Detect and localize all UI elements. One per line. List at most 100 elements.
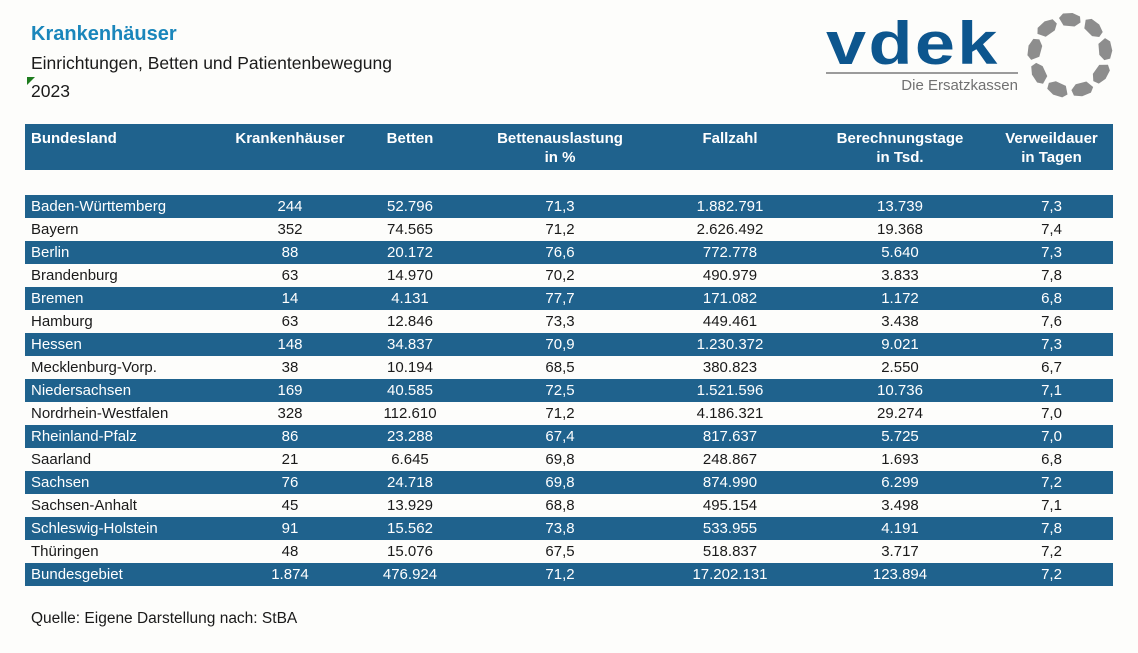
row-value: 24.718 — [387, 474, 433, 491]
row-value: 817.637 — [702, 428, 758, 445]
row-value: 7,1 — [1041, 497, 1062, 514]
row-value: 77,7 — [545, 290, 575, 307]
row-value: 29.274 — [877, 405, 923, 422]
row-label: Hessen — [31, 336, 82, 353]
row-value: 71,2 — [545, 221, 575, 238]
table-row: Hamburg 63 12.846 73,3 449.461 3.438 7,6 — [25, 310, 1113, 333]
row-label: Mecklenburg-Vorp. — [31, 359, 157, 376]
row-value: 244 — [277, 198, 303, 215]
column-header: Berechnungstage in Tsd. — [836, 130, 964, 166]
row-value: 71,3 — [545, 198, 575, 215]
column-header: Fallzahl — [702, 130, 758, 147]
row-value: 52.796 — [387, 198, 433, 215]
table-row: Hessen 148 34.837 70,9 1.230.372 9.021 7,3 — [25, 333, 1113, 356]
row-label: Saarland — [31, 451, 92, 468]
row-label: Nordrhein-Westfalen — [31, 405, 169, 422]
row-value: 76,6 — [545, 244, 575, 261]
row-value: 68,5 — [545, 359, 575, 376]
table-row: Niedersachsen 169 40.585 72,5 1.521.596 10.73… — [25, 379, 1113, 402]
vdek-logo-text: vdek Die Ersatzkassen — [826, 8, 1018, 94]
row-value: 71,2 — [545, 405, 575, 422]
row-value: 40.585 — [387, 382, 433, 399]
row-value: 34.837 — [387, 336, 433, 353]
table-row: Berlin 88 20.172 76,6 772.778 5.640 7,3 — [25, 241, 1113, 264]
row-value: 171.082 — [702, 290, 758, 307]
table-row: Sachsen-Anhalt 45 13.929 68,8 495.154 3.498 7,… — [25, 494, 1113, 517]
row-value: 69,8 — [545, 474, 575, 491]
row-value: 2.626.492 — [696, 221, 764, 238]
row-value: 6.645 — [391, 451, 429, 468]
row-value: 20.172 — [387, 244, 433, 261]
row-label: Bremen — [31, 290, 84, 307]
row-value: 6,7 — [1041, 359, 1062, 376]
row-value: 7,2 — [1041, 474, 1062, 491]
row-label: Bayern — [31, 221, 79, 238]
doc-header: Krankenhäuser Einrichtungen, Betten und … — [27, 22, 392, 102]
row-value: 67,5 — [545, 543, 575, 560]
row-value: 3.498 — [881, 497, 919, 514]
row-value: 248.867 — [702, 451, 758, 468]
column-header: Betten — [386, 130, 434, 147]
row-value: 19.368 — [877, 221, 923, 238]
row-value: 45 — [281, 497, 299, 514]
column-header: Verweildauer in Tagen — [1005, 130, 1098, 166]
row-label: Niedersachsen — [31, 382, 132, 399]
row-value: 1.230.372 — [696, 336, 764, 353]
vdek-logo: vdek Die Ersatzkassen — [826, 8, 1120, 103]
row-value: 7,8 — [1041, 267, 1062, 284]
vdek-wordmark: vdek — [826, 10, 1000, 77]
row-value: 70,2 — [545, 267, 575, 284]
row-value: 14.970 — [387, 267, 433, 284]
column-header: Bettenauslastung in % — [497, 130, 623, 166]
row-value: 533.955 — [702, 520, 758, 537]
row-label: Hamburg — [31, 313, 93, 330]
row-value: 7,3 — [1041, 244, 1062, 261]
table-row: Nordrhein-Westfalen 328 112.610 71,2 4.186.3… — [25, 402, 1113, 425]
row-value: 15.076 — [387, 543, 433, 560]
table-row: Rheinland-Pfalz 86 23.288 67,4 817.637 5.725 7… — [25, 425, 1113, 448]
vdek-tagline: Die Ersatzkassen — [901, 77, 1018, 94]
row-value: 772.778 — [702, 244, 758, 261]
table-header-row: Bundesland Krankenhäuser Betten Bettenausla… — [25, 124, 1113, 170]
row-label: Sachsen — [31, 474, 90, 491]
page-title: Krankenhäuser — [31, 23, 177, 45]
row-label: Schleswig-Holstein — [31, 520, 158, 537]
row-value: 23.288 — [387, 428, 433, 445]
row-value: 7,1 — [1041, 382, 1062, 399]
row-value: 10.194 — [387, 359, 433, 376]
row-value: 7,6 — [1041, 313, 1062, 330]
row-value: 48 — [281, 543, 299, 560]
row-value: 2.550 — [881, 359, 919, 376]
row-value: 3.717 — [881, 543, 919, 560]
table-row: Saarland 21 6.645 69,8 248.867 1.693 6,8 — [25, 448, 1113, 471]
hospital-stats-table: Bundesland Krankenhäuser Betten Bettenausla… — [25, 124, 1113, 586]
row-value: 91 — [281, 520, 299, 537]
row-value: 73,8 — [545, 520, 575, 537]
row-value: 3.438 — [881, 313, 919, 330]
row-label: Sachsen-Anhalt — [31, 497, 137, 514]
row-value: 6.299 — [881, 474, 919, 491]
row-value: 7,8 — [1041, 520, 1062, 537]
row-value: 38 — [281, 359, 299, 376]
row-value: 4.131 — [391, 290, 429, 307]
row-value: 7,0 — [1041, 428, 1062, 445]
row-value: 70,9 — [545, 336, 575, 353]
row-value: 6,8 — [1041, 451, 1062, 468]
row-value: 148 — [277, 336, 303, 353]
year-text: 2023 — [31, 81, 70, 101]
row-value: 73,3 — [545, 313, 575, 330]
row-label: Berlin — [31, 244, 70, 261]
row-value: 874.990 — [702, 474, 758, 491]
row-value: 68,8 — [545, 497, 575, 514]
row-label: Bundesgebiet — [31, 566, 123, 583]
logo-divider — [826, 72, 1018, 74]
column-header: Krankenhäuser — [235, 130, 345, 147]
row-value: 380.823 — [702, 359, 758, 376]
row-value: 518.837 — [702, 543, 758, 560]
row-value: 10.736 — [877, 382, 923, 399]
row-value: 4.186.321 — [696, 405, 764, 422]
row-value: 3.833 — [881, 267, 919, 284]
row-value: 15.562 — [387, 520, 433, 537]
year-label: 2023 — [27, 77, 70, 102]
